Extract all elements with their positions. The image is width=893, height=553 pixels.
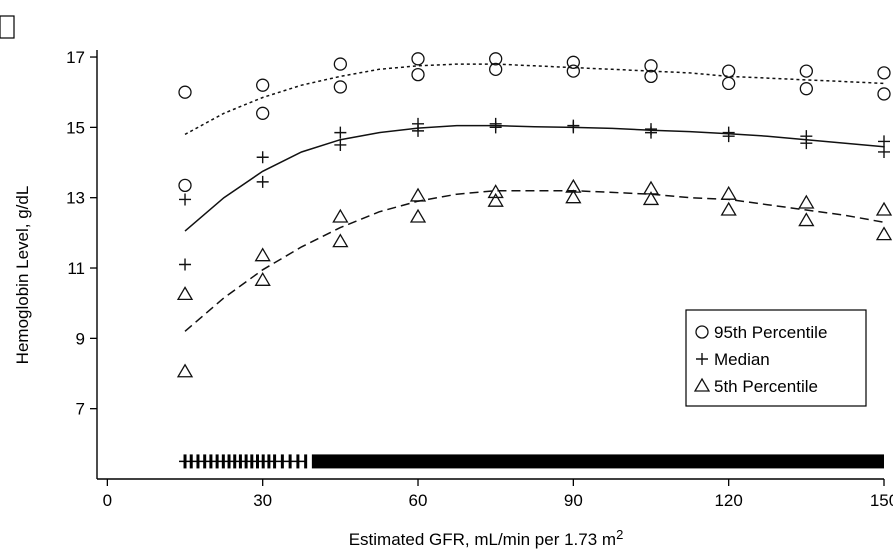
data-point-plus (645, 126, 658, 139)
data-point-circle (256, 78, 270, 92)
x-tick-label: 0 (103, 491, 112, 510)
data-point-plus (179, 258, 192, 271)
fit-curve-circle (184, 63, 885, 136)
data-point-circle (644, 69, 658, 84)
y-tick-label: 11 (67, 259, 85, 278)
y-tick-label: 17 (66, 48, 85, 67)
x-tick-label: 150 (870, 491, 893, 510)
data-point-circle (644, 59, 658, 73)
data-point-triangle (642, 180, 660, 195)
data-point-triangle (487, 184, 504, 199)
y-tick-label: 7 (76, 400, 85, 419)
data-point-circle (411, 52, 425, 66)
data-point-plus (412, 124, 425, 137)
data-point-circle (566, 64, 580, 78)
data-point-circle (256, 106, 270, 120)
data-point-plus (256, 175, 269, 188)
data-point-triangle (409, 187, 427, 202)
data-point-triangle (875, 226, 893, 241)
x-axis-title: Estimated GFR, mL/min per 1.73 m2 (349, 527, 624, 549)
x-tick-label: 30 (253, 491, 272, 510)
data-point-plus (800, 137, 813, 150)
x-tick-label: 120 (714, 491, 742, 510)
x-tick-label: 90 (564, 491, 583, 510)
data-point-triangle (176, 363, 194, 378)
data-point-triangle (409, 208, 427, 223)
fit-curve-triangle (184, 189, 885, 332)
data-point-triangle (254, 272, 271, 286)
data-point-triangle (332, 208, 349, 223)
data-point-triangle (332, 233, 349, 248)
data-point-circle (877, 87, 891, 101)
x-axis-title-superscript: 2 (616, 527, 623, 542)
data-point-triangle (565, 189, 582, 204)
data-point-circle (333, 57, 347, 71)
x-tick-label: 60 (409, 491, 428, 510)
data-point-circle (722, 64, 736, 78)
data-point-circle (799, 64, 813, 78)
data-point-triangle (798, 212, 815, 227)
data-point-circle (489, 52, 503, 66)
legend-marker-circle (695, 325, 709, 339)
data-point-triangle (720, 201, 737, 216)
legend-box (685, 309, 867, 407)
data-point-circle (722, 76, 736, 91)
data-point-triangle (565, 178, 582, 193)
fit-curve-plus (184, 124, 885, 232)
data-point-circle (333, 80, 347, 94)
panel-corner-box (0, 15, 15, 39)
y-tick-label: 13 (66, 189, 85, 208)
data-point-plus (722, 130, 735, 143)
data-point-plus (567, 121, 580, 134)
rug-dense-band (311, 454, 884, 469)
legend-label: 5th Percentile (714, 377, 818, 396)
legend-label: 95th Percentile (714, 323, 827, 342)
data-point-plus (179, 193, 192, 206)
data-point-triangle (798, 194, 815, 209)
data-point-circle (178, 85, 192, 99)
data-point-circle (799, 82, 813, 96)
data-point-circle (566, 55, 580, 69)
data-point-plus (334, 126, 347, 139)
data-point-triangle (642, 191, 660, 206)
legend-label: Median (714, 350, 770, 369)
data-point-triangle (487, 192, 504, 207)
data-point-triangle (875, 201, 893, 216)
data-point-plus (489, 121, 502, 134)
data-point-triangle (720, 185, 737, 200)
y-tick-label: 9 (76, 329, 85, 348)
data-point-triangle (254, 247, 271, 262)
data-point-plus (256, 151, 269, 164)
data-point-circle (178, 178, 192, 193)
y-tick-label: 15 (66, 118, 85, 137)
data-point-plus (878, 135, 890, 148)
data-point-circle (877, 66, 891, 80)
y-axis-title: Hemoglobin Level, g/dL (13, 186, 32, 365)
legend-marker-plus (696, 353, 708, 365)
data-point-circle (489, 62, 503, 76)
x-axis-title-main: Estimated GFR, mL/min per 1.73 m (349, 530, 616, 549)
data-point-plus (334, 138, 347, 151)
data-point-triangle (176, 286, 194, 301)
data-point-plus (878, 145, 890, 158)
data-point-circle (411, 67, 425, 82)
legend-marker-triangle (693, 377, 711, 392)
